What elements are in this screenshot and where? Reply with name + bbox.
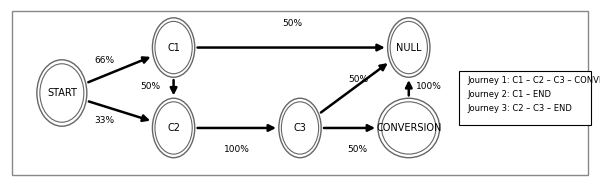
Ellipse shape	[378, 98, 440, 158]
Ellipse shape	[37, 60, 87, 126]
Text: 100%: 100%	[224, 145, 250, 154]
Text: START: START	[47, 88, 77, 98]
Ellipse shape	[388, 18, 430, 77]
Ellipse shape	[155, 102, 192, 154]
Text: C2: C2	[167, 123, 180, 133]
Ellipse shape	[390, 21, 427, 74]
Text: C3: C3	[293, 123, 307, 133]
Ellipse shape	[279, 98, 321, 158]
FancyBboxPatch shape	[12, 11, 588, 175]
Text: 66%: 66%	[95, 56, 115, 65]
Ellipse shape	[152, 18, 195, 77]
Text: 50%: 50%	[347, 145, 367, 154]
Ellipse shape	[40, 64, 84, 122]
Text: 100%: 100%	[416, 82, 442, 91]
Ellipse shape	[152, 98, 195, 158]
Text: 50%: 50%	[349, 75, 369, 84]
Text: Journey 1: C1 – C2 – C3 – CONVERSION
Journey 2: C1 – END
Journey 3: C2 – C3 – EN: Journey 1: C1 – C2 – C3 – CONVERSION Jou…	[467, 76, 600, 113]
Text: 50%: 50%	[140, 82, 160, 91]
Text: 50%: 50%	[282, 20, 302, 28]
Text: NULL: NULL	[396, 43, 422, 52]
Text: C1: C1	[167, 43, 180, 52]
Ellipse shape	[155, 21, 192, 74]
FancyBboxPatch shape	[459, 71, 591, 125]
Text: CONVERSION: CONVERSION	[376, 123, 442, 133]
Ellipse shape	[281, 102, 319, 154]
Text: 33%: 33%	[95, 116, 115, 125]
Ellipse shape	[382, 102, 436, 154]
